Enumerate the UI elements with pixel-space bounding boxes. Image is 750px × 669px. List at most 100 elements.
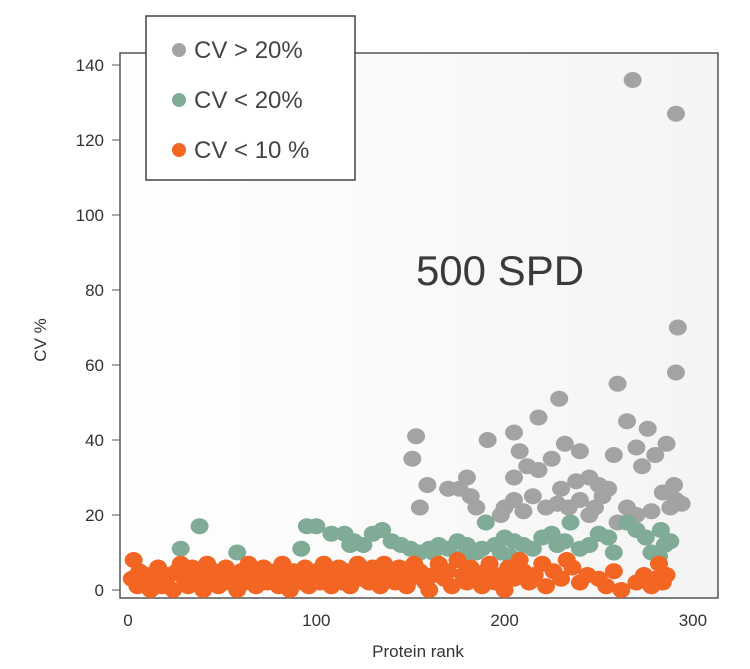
data-point (292, 540, 311, 557)
data-point (407, 428, 426, 445)
y-tick-label: 140 (76, 56, 104, 75)
data-point (467, 499, 486, 516)
data-point (604, 563, 623, 580)
data-point (403, 450, 422, 467)
data-point (537, 578, 556, 595)
data-point (580, 537, 599, 553)
y-tick-label: 0 (95, 581, 104, 600)
data-point (627, 439, 646, 456)
data-point (612, 582, 631, 598)
data-point (642, 503, 661, 520)
legend: CV > 20% CV < 20% CV < 10 % (145, 15, 356, 181)
x-tick-label: 100 (302, 611, 330, 630)
data-point (552, 570, 571, 587)
data-point (597, 578, 616, 595)
data-point (164, 582, 183, 598)
data-point (307, 518, 326, 535)
data-point (410, 499, 429, 516)
data-point (373, 522, 392, 538)
data-point (555, 533, 574, 550)
data-point (491, 507, 510, 523)
y-tick-label: 60 (85, 356, 104, 375)
legend-label-gt20: CV > 20% (194, 37, 303, 64)
annotation-500-spd: 500 SPD (416, 247, 584, 294)
data-point (439, 563, 458, 580)
data-point (623, 72, 642, 88)
data-point (228, 544, 247, 561)
data-point (322, 525, 341, 542)
data-point (668, 319, 687, 336)
data-point (561, 514, 580, 531)
data-point (442, 578, 461, 595)
y-tick-label: 100 (76, 206, 104, 225)
legend-marker-lt10 (172, 143, 186, 157)
x-axis: 0 100 200 300 (123, 611, 707, 630)
series-2 (122, 552, 676, 598)
data-point (604, 544, 623, 561)
data-point (542, 450, 561, 467)
data-point (418, 477, 437, 493)
x-tick-label: 200 (490, 611, 518, 630)
data-point (666, 105, 685, 122)
data-point (529, 462, 548, 478)
series-1 (171, 514, 680, 565)
data-point (505, 469, 524, 486)
data-point (570, 443, 589, 460)
data-point (657, 567, 676, 583)
data-point (439, 480, 458, 497)
x-tick-label: 0 (123, 611, 132, 630)
data-point (636, 529, 655, 546)
data-point (633, 458, 652, 475)
data-point (651, 522, 670, 538)
data-point (476, 514, 495, 531)
data-point (599, 529, 618, 546)
data-point (661, 533, 680, 550)
legend-marker-gt20 (172, 43, 186, 57)
y-tick-label: 20 (85, 506, 104, 525)
y-tick-label: 40 (85, 431, 104, 450)
data-point (608, 375, 627, 392)
data-point (478, 432, 497, 448)
data-point (563, 559, 582, 576)
data-point (552, 480, 571, 497)
data-point (523, 540, 542, 557)
y-axis-label: CV % (31, 318, 50, 361)
data-point (537, 499, 556, 516)
data-point (529, 409, 548, 426)
data-point (480, 555, 499, 572)
data-point (510, 443, 529, 460)
data-point (190, 518, 209, 535)
data-point (514, 503, 533, 520)
data-point (599, 480, 618, 497)
x-tick-label: 300 (679, 611, 707, 630)
data-point (239, 555, 258, 572)
legend-label-lt20: CV < 20% (194, 87, 303, 114)
data-point (550, 390, 569, 407)
legend-label-lt10: CV < 10 % (194, 137, 309, 164)
data-point (495, 582, 514, 598)
data-point (665, 477, 684, 493)
y-tick-label: 80 (85, 281, 104, 300)
data-point (638, 420, 657, 437)
data-points (122, 72, 691, 598)
y-tick-label: 120 (76, 131, 104, 150)
x-axis-label: Protein rank (372, 642, 464, 661)
legend-marker-lt20 (172, 93, 186, 107)
data-point (341, 537, 360, 553)
data-point (420, 582, 439, 598)
data-point (617, 413, 636, 430)
y-axis: 0 20 40 60 80 100 120 140 (76, 56, 120, 600)
data-point (657, 435, 676, 452)
data-point (448, 552, 467, 568)
series-0 (403, 72, 691, 531)
data-point (604, 447, 623, 463)
data-point (354, 537, 373, 553)
data-point (505, 424, 524, 441)
data-point (580, 507, 599, 523)
data-point (555, 435, 574, 452)
data-point (171, 540, 190, 557)
data-point (646, 447, 665, 463)
data-point (672, 495, 691, 512)
data-point (523, 488, 542, 505)
